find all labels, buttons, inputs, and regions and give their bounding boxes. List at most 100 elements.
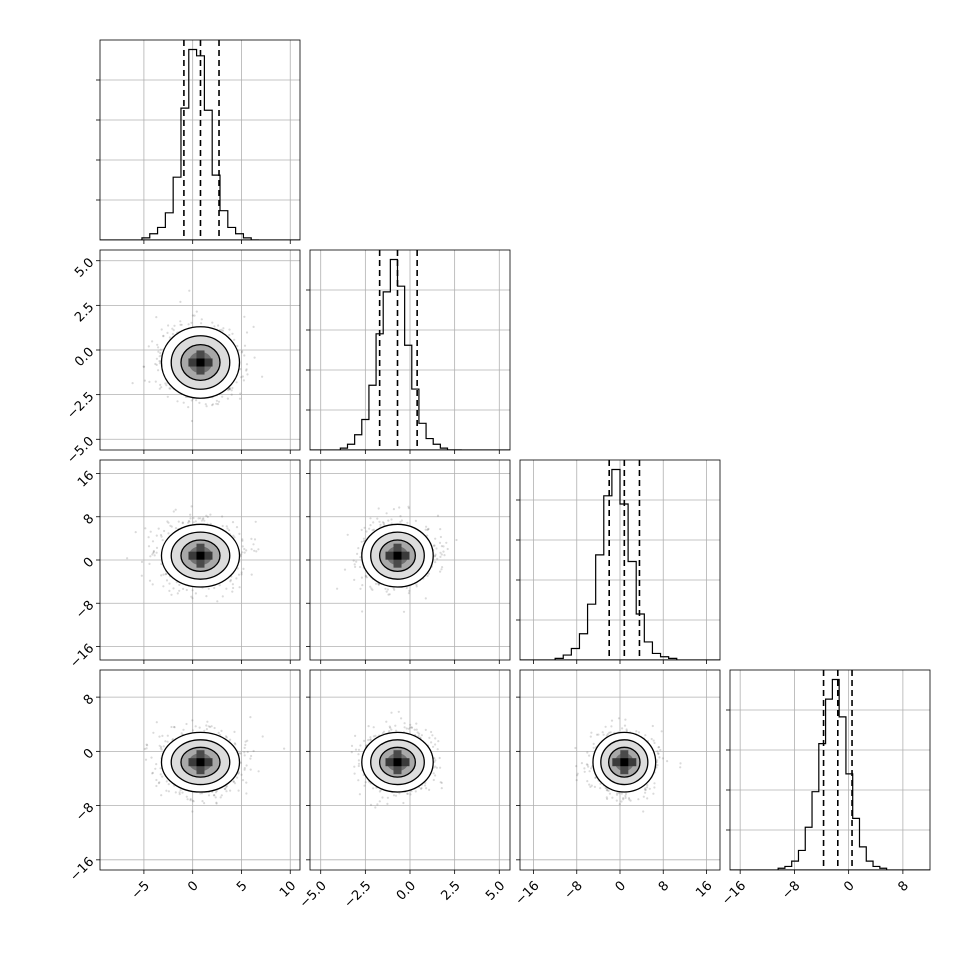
scatter-point bbox=[207, 725, 210, 728]
scatter-point bbox=[226, 527, 229, 530]
scatter-point bbox=[152, 549, 155, 553]
scatter-point bbox=[395, 729, 398, 732]
scatter-point bbox=[386, 796, 389, 799]
scatter-point bbox=[617, 792, 621, 795]
scatter-point bbox=[244, 740, 247, 743]
scatter-point bbox=[165, 572, 168, 576]
scatter-point bbox=[254, 520, 257, 523]
scatter-point bbox=[233, 742, 236, 745]
scatter-point bbox=[192, 800, 195, 803]
scatter-point bbox=[283, 747, 286, 750]
scatter-point bbox=[177, 520, 180, 523]
scatter-point bbox=[439, 555, 442, 559]
scatter-point bbox=[362, 540, 365, 543]
scatter-point bbox=[226, 397, 229, 400]
scatter-point bbox=[365, 576, 368, 579]
scatter-point bbox=[162, 334, 165, 337]
contour-0 bbox=[160, 731, 241, 793]
scatter-point bbox=[187, 406, 190, 409]
scatter-point bbox=[438, 756, 441, 760]
scatter-point bbox=[434, 737, 437, 740]
y-tick-label-1: −8 bbox=[73, 598, 97, 622]
x-tick-label-3: 10 bbox=[277, 878, 299, 900]
scatter-point bbox=[443, 554, 446, 557]
scatter-point bbox=[388, 730, 391, 733]
scatter-point bbox=[155, 534, 158, 537]
scatter-point bbox=[336, 587, 339, 590]
histogram-step bbox=[554, 468, 678, 660]
scatter-point bbox=[657, 746, 660, 749]
scatter-point bbox=[434, 743, 437, 746]
scatter-point bbox=[179, 300, 182, 303]
scatter-point bbox=[424, 528, 427, 531]
scatter-point bbox=[168, 589, 171, 593]
scatter-point bbox=[147, 545, 151, 548]
scatter-point bbox=[415, 722, 418, 725]
scatter-point bbox=[216, 600, 219, 603]
scatter-point bbox=[252, 543, 255, 546]
scatter-point bbox=[233, 782, 237, 785]
scatter-point bbox=[243, 354, 246, 357]
scatter-point bbox=[433, 555, 436, 558]
scatter-point bbox=[213, 794, 216, 797]
scatter-point bbox=[424, 597, 427, 600]
scatter-point bbox=[230, 389, 233, 392]
scatter-point bbox=[426, 574, 429, 578]
scatter-point bbox=[243, 551, 246, 554]
scatter-point bbox=[189, 799, 192, 802]
scatter-point bbox=[185, 722, 188, 726]
scatter-point bbox=[432, 772, 435, 775]
scatter-point bbox=[181, 521, 184, 524]
scatter-point bbox=[170, 525, 173, 528]
scatter-point bbox=[602, 733, 605, 736]
scatter-point bbox=[343, 568, 347, 571]
scatter-point bbox=[607, 789, 610, 793]
contour-0 bbox=[361, 731, 434, 793]
scatter-point bbox=[166, 740, 169, 743]
scatter-point bbox=[168, 336, 171, 339]
scatter-point bbox=[402, 801, 405, 805]
scatter-point bbox=[150, 756, 153, 759]
scatter-point bbox=[402, 610, 406, 613]
scatter-point bbox=[439, 535, 442, 539]
scatter-point bbox=[149, 530, 152, 533]
x-tick-label-1: 0 bbox=[185, 878, 201, 894]
scatter-point bbox=[144, 758, 148, 761]
scatter-point bbox=[253, 356, 256, 359]
scatter-point bbox=[350, 744, 354, 748]
scatter-point bbox=[249, 757, 252, 760]
scatter-point bbox=[369, 738, 372, 741]
scatter-point bbox=[252, 325, 255, 328]
scatter-point bbox=[243, 547, 246, 551]
scatter-point bbox=[158, 781, 161, 784]
scatter-point bbox=[420, 787, 423, 790]
scatter-point bbox=[353, 578, 356, 582]
scatter-point bbox=[410, 726, 414, 729]
y-tick-label-3: 8 bbox=[81, 511, 97, 527]
scatter-point bbox=[372, 726, 375, 729]
scatter-point bbox=[407, 727, 410, 730]
y-tick-label-3: 8 bbox=[81, 692, 97, 708]
scatter-point bbox=[442, 550, 445, 553]
scatter-point bbox=[651, 724, 654, 728]
scatter-point bbox=[364, 574, 368, 577]
scatter-point bbox=[363, 784, 366, 787]
scatter-point bbox=[185, 588, 188, 592]
scatter-point bbox=[214, 796, 217, 799]
scatter-point bbox=[250, 754, 253, 758]
scatter-point bbox=[178, 589, 181, 592]
scatter-point bbox=[178, 791, 181, 794]
scatter-point bbox=[157, 527, 160, 530]
scatter-point bbox=[244, 743, 247, 747]
scatter-point bbox=[202, 517, 205, 520]
scatter-point bbox=[439, 766, 442, 769]
scatter-point bbox=[152, 551, 155, 555]
scatter-point bbox=[164, 740, 167, 743]
panel-content bbox=[100, 670, 300, 870]
scatter-point bbox=[220, 729, 223, 733]
scatter-point bbox=[433, 544, 436, 547]
scatter-point bbox=[179, 320, 182, 323]
scatter-point bbox=[126, 557, 129, 560]
scatter-point bbox=[435, 547, 438, 550]
scatter-point bbox=[159, 352, 162, 355]
